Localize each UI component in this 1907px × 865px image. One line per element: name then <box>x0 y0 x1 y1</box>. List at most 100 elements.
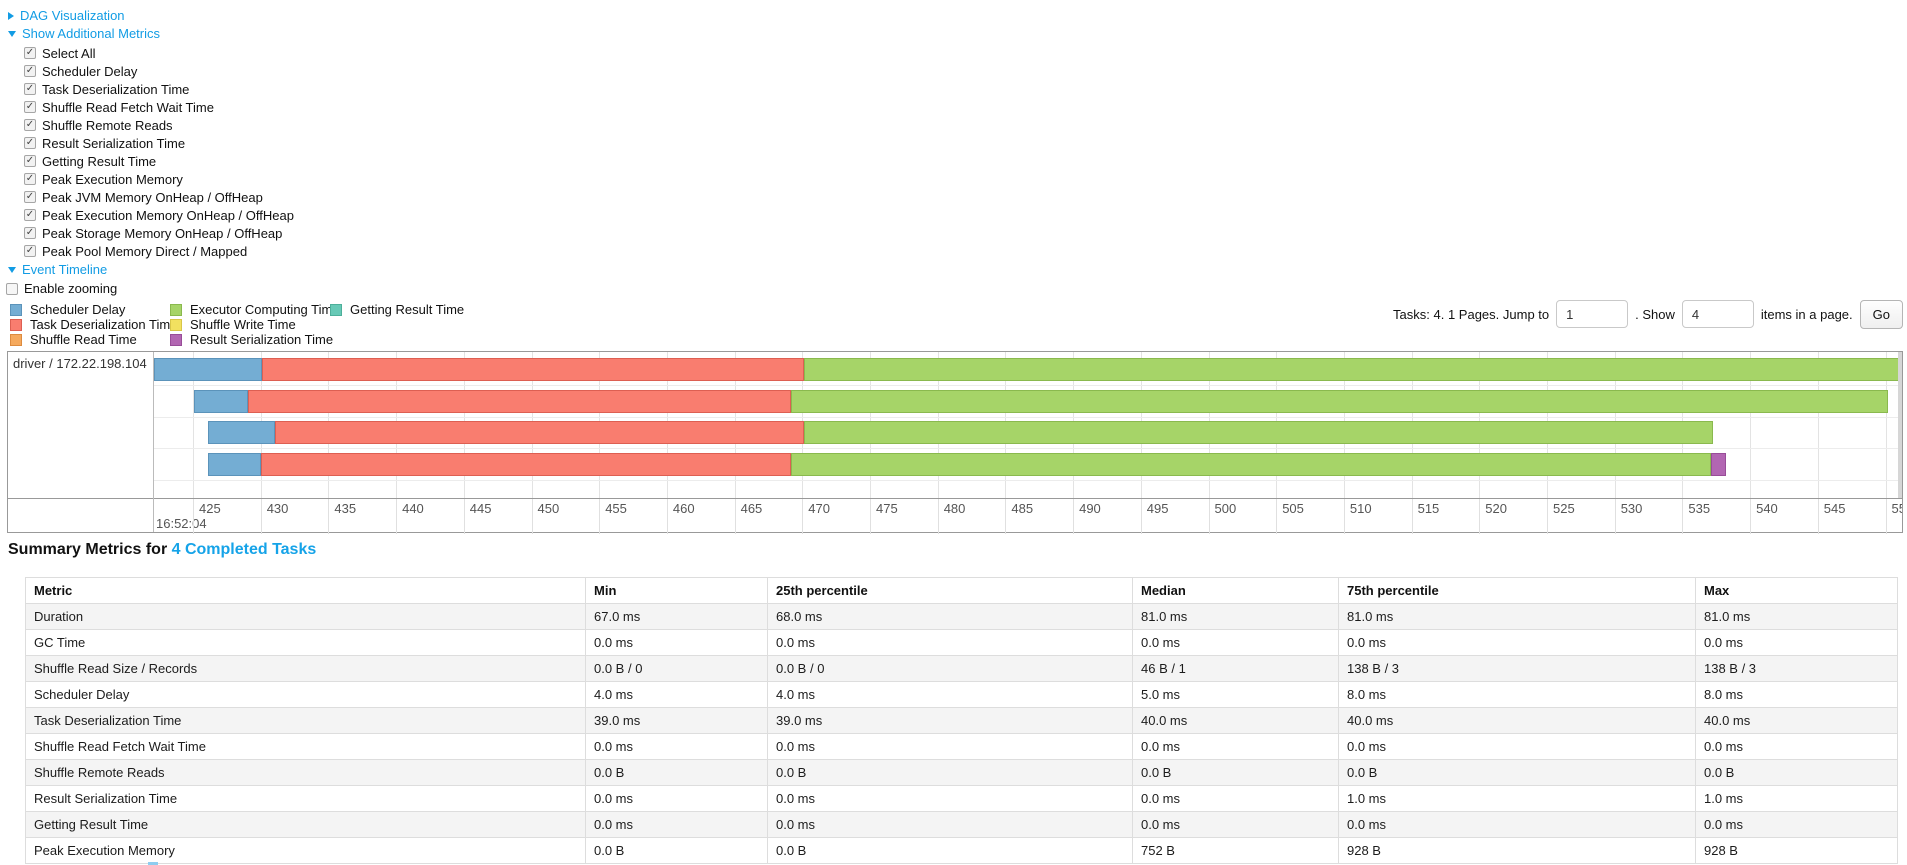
timeline-gridline <box>1817 352 1819 498</box>
timeline-scrollbar[interactable] <box>1898 352 1902 498</box>
task-bar-scheduler-delay[interactable] <box>208 453 261 476</box>
metric-checkbox[interactable]: ✓ <box>24 47 36 59</box>
metric-option-row: ✓ Select All <box>24 44 294 62</box>
table-cell: 0.0 ms <box>767 629 1133 656</box>
table-cell: 928 B <box>1338 837 1696 864</box>
table-row: Duration 67.0 ms 68.0 ms 81.0 ms 81.0 ms 81.0… <box>25 603 1898 630</box>
metric-checkbox-label: Shuffle Read Fetch Wait Time <box>42 99 214 115</box>
metric-checkbox[interactable]: ✓ <box>24 101 36 113</box>
metric-checkbox[interactable]: ✓ <box>24 245 36 257</box>
enable-zooming-checkbox[interactable]: ✓ <box>6 282 18 295</box>
timeline-tick-label: 430 <box>266 501 289 516</box>
metric-option-row: ✓ Shuffle Remote Reads <box>24 116 294 134</box>
timeline-tickline <box>463 499 465 534</box>
table-cell: 81.0 ms <box>1338 603 1696 630</box>
go-button[interactable]: Go <box>1859 299 1903 329</box>
metric-checkbox[interactable]: ✓ <box>24 191 36 203</box>
jump-to-page-input[interactable] <box>1556 300 1629 328</box>
timeline-row-separator <box>154 385 1902 386</box>
task-bar-task-deserialization[interactable] <box>275 421 804 444</box>
metric-checkbox[interactable]: ✓ <box>24 209 36 221</box>
table-cell: Shuffle Remote Reads <box>25 759 586 786</box>
task-bar-executor-computing[interactable] <box>791 390 1888 413</box>
timeline-group-label: driver / 172.22.198.104 <box>13 356 147 371</box>
table-cell: 46 B / 1 <box>1132 655 1339 682</box>
event-timeline-toggle[interactable]: Event Timeline <box>8 262 107 277</box>
table-cell: 5.0 ms <box>1132 681 1339 708</box>
task-bar-task-deserialization[interactable] <box>248 390 791 413</box>
task-bar-scheduler-delay[interactable] <box>194 390 248 413</box>
table-cell: 138 B / 3 <box>1695 655 1898 682</box>
timeline-gridline <box>1750 352 1752 498</box>
metric-option-row: ✓ Scheduler Delay <box>24 62 294 80</box>
metric-checkbox-label: Task Deserialization Time <box>42 81 190 97</box>
task-bar-executor-computing[interactable] <box>804 421 1713 444</box>
task-bar-executor-computing[interactable] <box>804 358 1899 381</box>
metric-option-row: ✓ Peak Execution Memory <box>24 170 294 188</box>
timeline-tickline <box>1140 499 1142 534</box>
timeline-tickline <box>1885 499 1887 534</box>
metric-checkbox[interactable]: ✓ <box>24 155 36 167</box>
task-bar-scheduler-delay[interactable] <box>154 358 262 381</box>
summary-metrics-heading: Summary Metrics for 4 Completed Tasks <box>8 541 316 559</box>
metric-option-row: ✓ Getting Result Time <box>24 152 294 170</box>
table-cell: 0.0 ms <box>585 785 768 812</box>
timeline-tick-label: 505 <box>1282 501 1304 516</box>
metric-checkbox[interactable]: ✓ <box>24 137 36 149</box>
legend-column: Scheduler Delay Task Deserialization Time… <box>10 302 177 347</box>
table-cell: 8.0 ms <box>1695 681 1898 708</box>
timeline-tickline <box>1682 499 1684 534</box>
table-row: Shuffle Remote Reads 0.0 B 0.0 B 0.0 B 0.0 B… <box>25 759 1898 786</box>
shuffle-read-swatch-icon <box>10 333 22 346</box>
metric-checkbox[interactable]: ✓ <box>24 173 36 185</box>
summary-metrics-table: Metric Min 25th percentile Median 75th perce… <box>25 577 1898 864</box>
table-cell: 0.0 ms <box>1132 629 1339 656</box>
timeline-tickline <box>328 499 330 534</box>
column-header: 25th percentile <box>767 577 1133 604</box>
timeline-tickline <box>396 499 398 534</box>
task-bar-task-deserialization[interactable] <box>262 358 804 381</box>
event-timeline-label: Event Timeline <box>22 262 108 277</box>
timeline-tick-label: 475 <box>876 501 898 516</box>
completed-tasks-link[interactable]: 4 Completed Tasks <box>171 541 317 558</box>
items-per-page-input[interactable] <box>1681 300 1754 328</box>
task-bar-executor-computing[interactable] <box>791 453 1711 476</box>
metric-checkbox[interactable]: ✓ <box>24 119 36 131</box>
column-header: Max <box>1695 577 1898 604</box>
table-cell: 40.0 ms <box>1338 707 1696 734</box>
timeline-tick-label: 470 <box>808 501 830 516</box>
timeline-tick-label: 525 <box>1553 501 1575 516</box>
table-cell: 0.0 ms <box>1338 733 1696 760</box>
legend-item: Executor Computing Time <box>170 302 340 317</box>
timeline-tick-label: 440 <box>402 501 424 516</box>
timeline-tickline <box>1343 499 1345 534</box>
column-header: Metric <box>25 577 586 604</box>
timeline-tickline <box>599 499 601 534</box>
metric-checkbox[interactable]: ✓ <box>24 83 36 95</box>
metric-checkbox[interactable]: ✓ <box>24 227 36 239</box>
shuffle-write-swatch-icon <box>170 318 182 331</box>
legend-item: Shuffle Read Time <box>10 332 170 347</box>
table-cell: 0.0 ms <box>1338 629 1696 656</box>
timeline-tick-label: 530 <box>1620 501 1643 516</box>
metric-option-row: ✓ Peak JVM Memory OnHeap / OffHeap <box>24 188 294 206</box>
table-cell: Task Deserialization Time <box>25 707 586 734</box>
caret-down-icon <box>8 30 16 37</box>
task-bar-result-serialization[interactable] <box>1711 453 1726 476</box>
metric-checkbox[interactable]: ✓ <box>24 65 36 77</box>
show-additional-metrics-toggle[interactable]: Show Additional Metrics <box>8 26 160 41</box>
metric-checkbox-label: Scheduler Delay <box>42 63 138 79</box>
table-cell: 0.0 B <box>1132 759 1339 786</box>
timeline-tick-label: 545 <box>1823 501 1846 516</box>
legend-column: Getting Result Time <box>330 302 464 347</box>
timeline-tickline <box>1276 499 1278 534</box>
table-cell: 0.0 ms <box>767 811 1133 838</box>
dag-visualization-toggle[interactable]: DAG Visualization <box>8 8 125 23</box>
task-bar-scheduler-delay[interactable] <box>208 421 275 444</box>
table-row: Getting Result Time 0.0 ms 0.0 ms 0.0 ms 0.0… <box>25 811 1898 838</box>
table-cell: 0.0 ms <box>585 811 768 838</box>
table-cell: Peak Execution Memory <box>25 837 586 864</box>
timeline-tick-label: 425 <box>199 501 221 516</box>
timeline-tick-label: 540 <box>1756 501 1778 516</box>
task-bar-task-deserialization[interactable] <box>261 453 791 476</box>
